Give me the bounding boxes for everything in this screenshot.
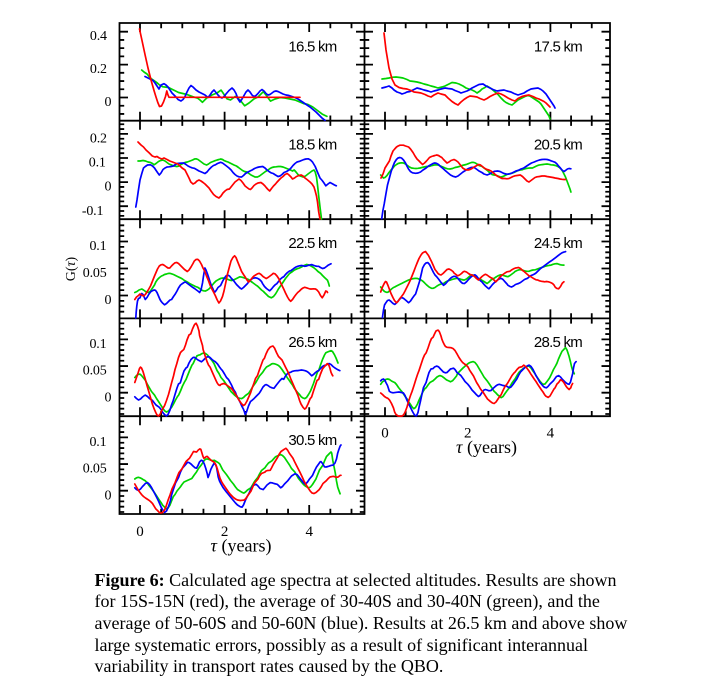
svg-text:16.5 km: 16.5 km [288, 39, 336, 56]
svg-text:4: 4 [547, 426, 555, 442]
svg-text:τ (years): τ (years) [211, 536, 272, 557]
svg-text:0.05: 0.05 [83, 462, 107, 477]
svg-text:G(τ): G(τ) [64, 256, 79, 281]
svg-text:0.1: 0.1 [89, 337, 106, 352]
svg-text:0: 0 [104, 95, 111, 110]
svg-text:0: 0 [381, 426, 389, 442]
svg-text:26.5 km: 26.5 km [288, 334, 336, 351]
svg-text:0.1: 0.1 [89, 239, 106, 254]
svg-text:0.05: 0.05 [83, 266, 107, 281]
svg-text:0.2: 0.2 [90, 132, 107, 147]
svg-text:30.5 km: 30.5 km [288, 432, 336, 449]
svg-text:0: 0 [104, 180, 111, 195]
svg-text:0: 0 [104, 390, 111, 405]
svg-text:17.5 km: 17.5 km [534, 39, 582, 56]
svg-text:0: 0 [104, 293, 111, 308]
svg-text:0.2: 0.2 [90, 62, 107, 77]
svg-text:0.1: 0.1 [89, 156, 106, 171]
svg-text:0.4: 0.4 [90, 29, 107, 44]
svg-text:-0.1: -0.1 [82, 204, 104, 219]
svg-text:4: 4 [305, 524, 313, 540]
svg-text:0: 0 [136, 524, 144, 540]
svg-text:2: 2 [464, 426, 472, 442]
svg-text:24.5 km: 24.5 km [534, 235, 582, 252]
svg-text:2: 2 [221, 524, 229, 540]
svg-text:0: 0 [104, 488, 111, 503]
svg-text:22.5 km: 22.5 km [288, 235, 336, 252]
svg-text:0.05: 0.05 [83, 364, 107, 379]
svg-text:18.5 km: 18.5 km [288, 136, 336, 153]
svg-text:0.1: 0.1 [89, 435, 106, 450]
svg-text:20.5 km: 20.5 km [534, 136, 582, 153]
svg-text:28.5 km: 28.5 km [534, 334, 582, 351]
svg-text:τ (years): τ (years) [456, 437, 517, 458]
